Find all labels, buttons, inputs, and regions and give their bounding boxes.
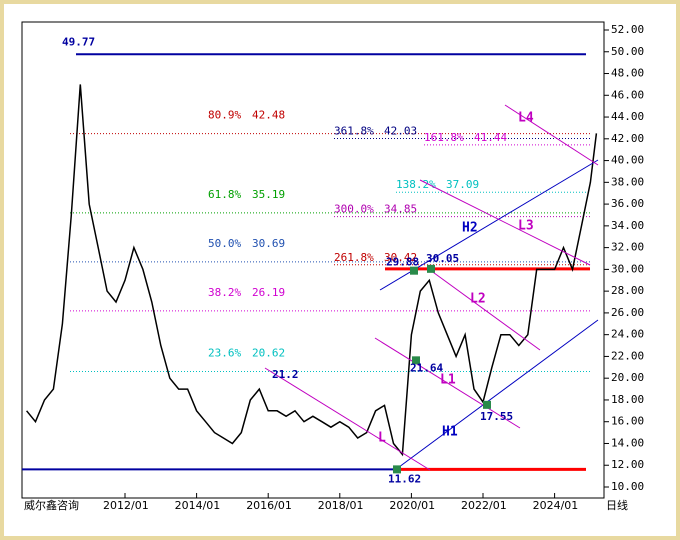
fib-percent: 61.8% [208,188,241,201]
y-tick-label: 42.00 [611,132,644,145]
fib-value: 42.48 [252,109,285,122]
trend-label: L3 [518,219,534,234]
y-tick-label: 48.00 [611,67,644,80]
y-tick-label: 44.00 [611,110,644,123]
price-line [26,84,598,457]
y-tick-label: 18.00 [611,393,644,406]
y-tick-label: 10.00 [611,480,644,493]
y-tick-label: 16.00 [611,415,644,428]
trend-line [504,104,599,166]
price-marker [427,264,435,273]
price-marker [410,266,418,275]
y-tick-label: 12.00 [611,458,644,471]
price-label: 30.05 [426,252,459,265]
extension-value: 37.09 [446,178,479,191]
price-label: 21.64 [410,361,443,374]
price-label: 11.62 [388,472,421,485]
fib-percent: 50.0% [208,237,241,250]
y-tick-label: 46.00 [611,88,644,101]
y-tick-label: 24.00 [611,328,644,341]
trend-line [264,367,431,471]
extension-percent: 261.8% [334,251,374,264]
y-tick-label: 30.00 [611,262,644,275]
extension-percent: 361.8% [334,124,374,137]
price-label: 17.55 [480,410,513,423]
y-tick-label: 38.00 [611,175,644,188]
x-tick-label: 2020/01 [389,499,435,512]
extension-percent: 138.2% [396,178,436,191]
extension-percent: 300.0% [334,203,374,216]
y-tick-label: 28.00 [611,284,644,297]
price-label: 21.2 [272,368,299,381]
x-tick-label: 2018/01 [318,499,364,512]
x-tick-label: 2024/01 [533,499,579,512]
y-tick-label: 36.00 [611,197,644,210]
y-tick-label: 52.00 [611,23,644,36]
fib-value: 20.62 [252,346,285,359]
trend-label: L1 [440,373,456,388]
watermark: 威尔鑫咨询 [24,498,79,512]
y-tick-label: 14.00 [611,436,644,449]
trend-line [419,179,591,266]
fib-value: 30.69 [252,237,285,250]
extension-value: 41.44 [474,131,507,144]
period-label: 日线 [606,498,628,512]
x-tick-label: 2022/01 [461,499,507,512]
fib-percent: 23.6% [208,346,241,359]
plot-border [21,21,605,499]
fib-percent: 38.2% [208,286,241,299]
trend-label: L [378,431,386,446]
x-tick-label: 2012/01 [103,499,149,512]
price-marker [412,356,420,365]
fib-value: 26.19 [252,286,285,299]
price-label: 49.77 [62,35,95,48]
y-tick-label: 50.00 [611,45,644,58]
price-marker [393,465,401,474]
fib-value: 35.19 [252,188,285,201]
y-tick-label: 20.00 [611,371,644,384]
y-tick-label: 22.00 [611,349,644,362]
y-tick-label: 26.00 [611,306,644,319]
trend-label: L4 [518,111,534,126]
y-tick-label: 32.00 [611,241,644,254]
trend-label: L2 [470,292,486,307]
x-tick-label: 2016/01 [246,499,292,512]
price-label: 29.88 [386,256,419,269]
price-marker [483,400,491,409]
y-tick-label: 40.00 [611,154,644,167]
fib-percent: 80.9% [208,109,241,122]
trend-label: H1 [442,425,458,440]
trend-line [374,337,521,429]
trend-line [394,319,599,471]
x-tick-label: 2014/01 [175,499,221,512]
trend-label: H2 [462,221,478,236]
y-tick-label: 34.00 [611,219,644,232]
extension-percent: 161.8% [424,131,464,144]
extension-value: 42.03 [384,124,417,137]
chart: 威尔鑫咨询 日线 10.00 12.00 14.00 16.00 18.00 20.00 2… [21,21,644,512]
extension-value: 34.85 [384,203,417,216]
extension-value: 30.42 [384,251,417,264]
trend-line [429,269,541,351]
